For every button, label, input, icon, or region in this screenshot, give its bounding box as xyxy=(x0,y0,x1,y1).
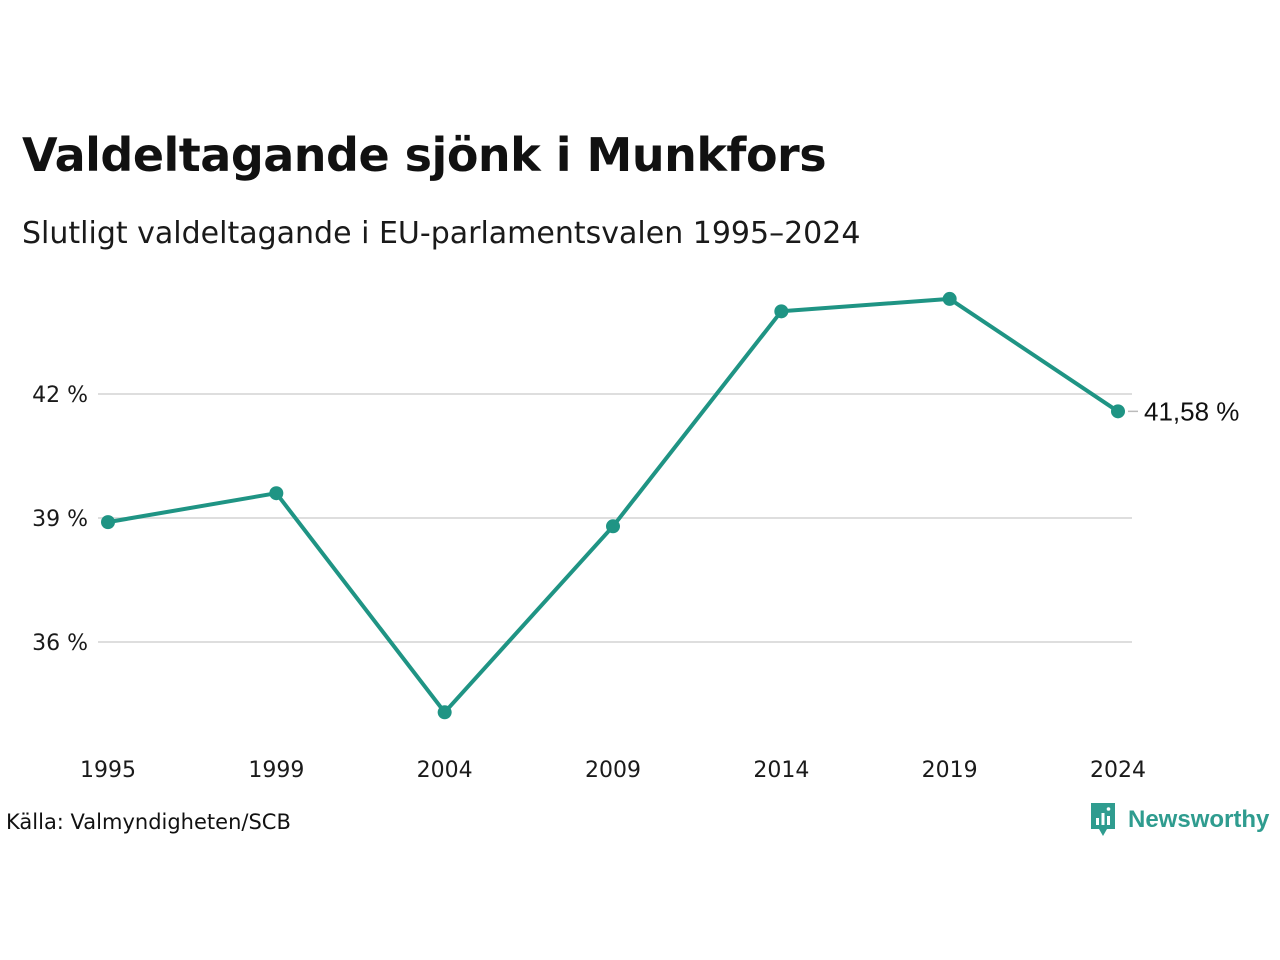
source-note: Källa: Valmyndigheten/SCB xyxy=(6,810,291,834)
series-line xyxy=(106,296,1120,715)
brand-name: Newsworthy xyxy=(1128,806,1270,833)
chart-title: Valdeltagande sjönk i Munkfors xyxy=(22,128,827,182)
data-point-2024 xyxy=(1111,404,1125,419)
x-tick-label: 2019 xyxy=(922,758,978,783)
chart-subtitle: Slutligt valdeltagande i EU-parlamentsva… xyxy=(22,216,861,251)
newsworthy-logo-icon xyxy=(1091,803,1115,836)
data-points xyxy=(101,291,1125,720)
x-tick-label: 2004 xyxy=(417,758,473,783)
data-point-2019 xyxy=(942,291,957,306)
data-labels: 41,58 % xyxy=(1128,396,1239,426)
x-tick-label: 2009 xyxy=(585,758,641,783)
x-tick-label: 1999 xyxy=(248,758,304,783)
brand-logo-link[interactable]: Newsworthy xyxy=(1088,800,1269,840)
x-axis-tick-labels: 1995 1999 2004 2009 2014 2019 2024 xyxy=(80,758,1146,783)
x-tick-label: 2024 xyxy=(1090,758,1146,783)
y-tick-label: 42 % xyxy=(32,383,88,408)
data-point-1999 xyxy=(269,486,284,501)
grid-lines xyxy=(98,393,1132,643)
y-axis-tick-labels: 36 % 39 % 42 % xyxy=(32,383,88,656)
x-tick-label: 1995 xyxy=(80,758,136,783)
series-line-layer xyxy=(106,296,1120,715)
data-point-2004 xyxy=(437,705,452,720)
last-value-label: 41,58 % xyxy=(1144,396,1239,426)
y-tick-label: 36 % xyxy=(32,631,88,656)
data-point-2014 xyxy=(774,304,789,319)
data-point-2009 xyxy=(606,519,620,534)
data-point-1995 xyxy=(101,515,115,530)
y-tick-label: 39 % xyxy=(32,507,88,532)
x-tick-label: 2014 xyxy=(753,758,809,783)
